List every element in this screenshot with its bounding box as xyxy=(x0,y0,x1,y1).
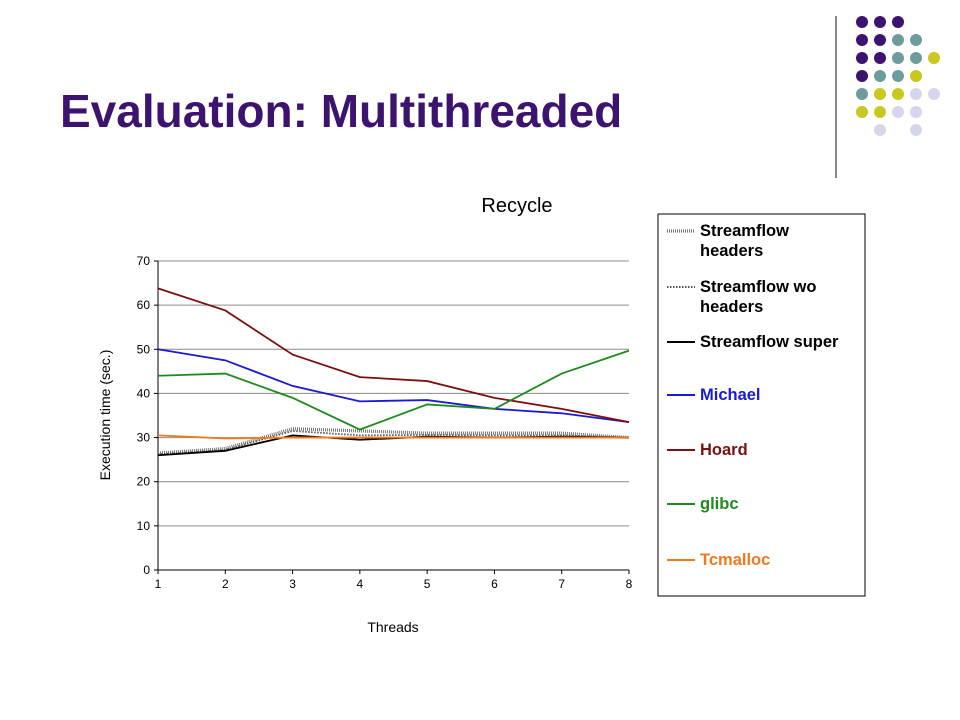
decorative-dot xyxy=(910,124,922,136)
decorative-dot-grid xyxy=(0,0,960,180)
decorative-dot xyxy=(856,88,868,100)
decorative-dot xyxy=(910,34,922,46)
x-tick-label: 3 xyxy=(289,577,296,591)
decorative-dot xyxy=(910,70,922,82)
decorative-dot xyxy=(874,16,886,28)
legend-box xyxy=(657,213,866,597)
decorative-dot xyxy=(856,52,868,64)
decorative-dot xyxy=(892,70,904,82)
decorative-dot xyxy=(892,16,904,28)
legend-label-hoard: Hoard xyxy=(700,441,748,459)
y-tick-label: 30 xyxy=(137,431,151,445)
y-tick-label: 0 xyxy=(143,563,150,577)
decorative-dot xyxy=(910,52,922,64)
plot-area: 0 10 20 30 40 50 60 70 1 2 3 4 5 6 7 8 xyxy=(137,254,633,591)
decorative-divider xyxy=(835,16,837,178)
decorative-dot xyxy=(856,106,868,118)
x-tick-label: 6 xyxy=(491,577,498,591)
decorative-dot xyxy=(874,70,886,82)
y-tick-label: 70 xyxy=(137,254,151,268)
decorative-dot xyxy=(874,52,886,64)
decorative-dot xyxy=(910,88,922,100)
y-tick-label: 50 xyxy=(137,342,151,356)
series-line-streamflow-wo-headers xyxy=(157,430,630,456)
x-tick-label: 4 xyxy=(357,577,364,591)
series-line-glibc xyxy=(157,349,630,431)
x-tick-label: 5 xyxy=(424,577,431,591)
series-line-streamflow-headers xyxy=(157,427,630,455)
legend: Streamflow headers Streamflow wo headers Str… xyxy=(657,213,866,597)
y-tick-label: 20 xyxy=(137,475,151,489)
legend-label-glibc: glibc xyxy=(700,495,739,513)
x-tick-label: 7 xyxy=(558,577,565,591)
x-tick-label: 1 xyxy=(155,577,162,591)
series-line-tcmalloc xyxy=(157,434,629,440)
decorative-dot xyxy=(892,88,904,100)
legend-label-streamflow-super: Streamflow super xyxy=(700,333,839,351)
legend-label-streamflow-headers: Streamflow headers xyxy=(700,222,789,260)
decorative-dot xyxy=(874,88,886,100)
series-line-hoard xyxy=(157,287,630,424)
decorative-dot xyxy=(874,34,886,46)
decorative-dot xyxy=(856,34,868,46)
decorative-dot xyxy=(874,106,886,118)
chart-title: Recycle xyxy=(481,195,552,217)
series-line-michael xyxy=(157,348,630,424)
decorative-dot xyxy=(892,34,904,46)
decorative-dot xyxy=(910,106,922,118)
y-tick-label: 60 xyxy=(137,298,151,312)
y-tick-label: 10 xyxy=(137,519,151,533)
decorative-dot xyxy=(856,16,868,28)
x-tick-label: 2 xyxy=(222,577,229,591)
legend-label-streamflow-wo-headers: Streamflow wo headers xyxy=(700,278,816,316)
x-tick-label: 8 xyxy=(626,577,633,591)
decorative-dot xyxy=(928,52,940,64)
decorative-dot xyxy=(892,106,904,118)
slide-title: Evaluation: Multithreaded xyxy=(60,85,623,137)
x-axis-title: Threads xyxy=(367,619,418,635)
decorative-dot xyxy=(874,124,886,136)
legend-label-michael: Michael xyxy=(700,386,761,404)
decorative-dot xyxy=(928,88,940,100)
decorative-dot xyxy=(856,70,868,82)
y-axis-title: Execution time (sec.) xyxy=(97,350,113,481)
y-tick-label: 40 xyxy=(137,386,151,400)
decorative-dot xyxy=(892,52,904,64)
legend-label-tcmalloc: Tcmalloc xyxy=(700,551,770,569)
